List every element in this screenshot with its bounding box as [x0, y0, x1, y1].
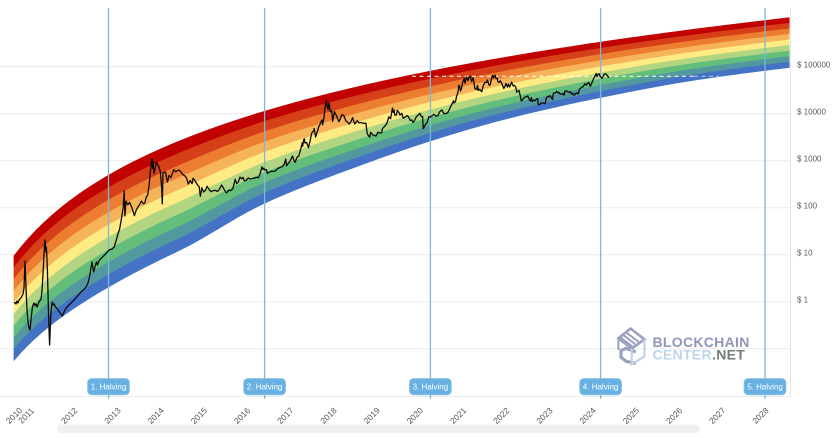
- svg-text:$ 100: $ 100: [797, 202, 818, 211]
- svg-text:1. Halving: 1. Halving: [91, 382, 127, 391]
- svg-text:5. Halving: 5. Halving: [747, 382, 783, 391]
- svg-text:$ 10000: $ 10000: [797, 108, 826, 117]
- svg-text:CENTER: CENTER: [653, 346, 712, 362]
- svg-text:BLOCKCHAIN: BLOCKCHAIN: [653, 334, 750, 350]
- svg-text:4. Halving: 4. Halving: [583, 382, 619, 391]
- svg-text:$ 1000: $ 1000: [797, 155, 822, 164]
- svg-text:3. Halving: 3. Halving: [413, 382, 449, 391]
- svg-text:$ 10: $ 10: [797, 249, 813, 258]
- svg-text:$ 100000: $ 100000: [797, 61, 831, 70]
- svg-text:.NET: .NET: [712, 346, 745, 362]
- svg-text:$ 1: $ 1: [797, 296, 809, 305]
- svg-text:2. Halving: 2. Halving: [247, 382, 283, 391]
